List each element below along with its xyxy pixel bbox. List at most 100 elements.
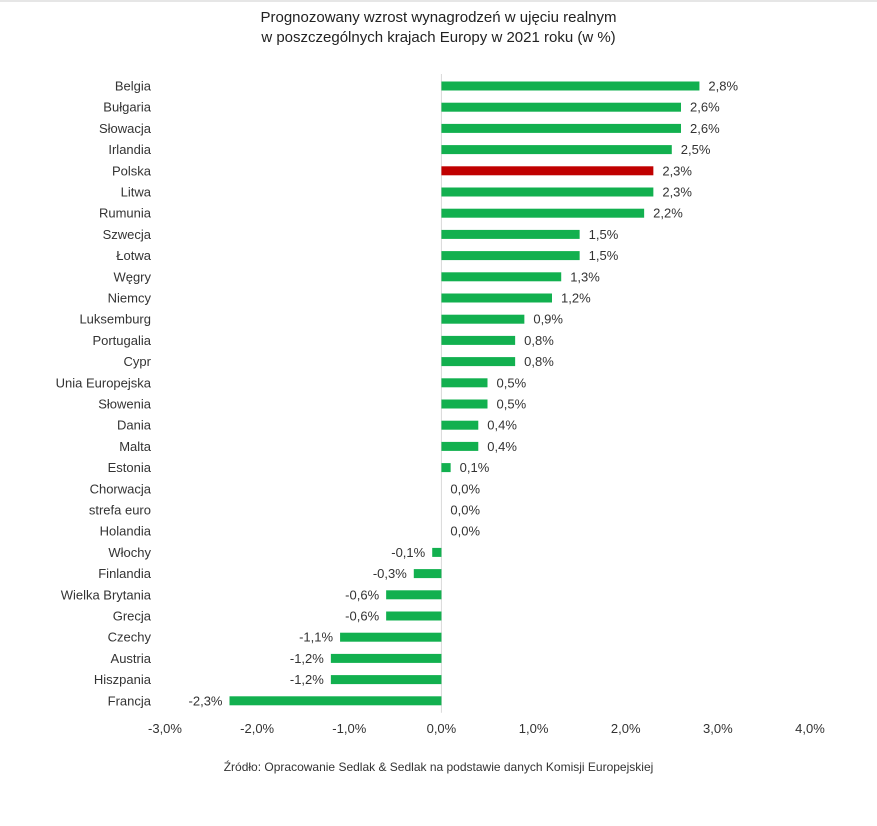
data-label: 1,5% [589,227,619,242]
bar [441,166,654,176]
category-label: Polska [112,163,152,178]
category-label: Słowenia [98,397,152,412]
data-label: 2,8% [708,79,738,94]
bar [441,208,645,218]
x-tick-label: 4,0% [795,721,825,736]
bar [432,547,442,557]
x-tick-label: 2,0% [611,721,641,736]
data-label: 0,0% [450,481,480,496]
category-label: Czechy [108,630,152,645]
data-label: 1,5% [589,248,619,263]
category-label: Niemcy [108,291,152,306]
bar [441,145,672,155]
data-label: -1,1% [299,630,333,645]
data-label: 1,2% [561,291,591,306]
data-label: -1,2% [290,651,324,666]
data-label: 1,3% [570,269,600,284]
bar [441,378,488,388]
category-label: Chorwacja [90,481,152,496]
bar [441,314,525,324]
category-label: Grecja [113,609,152,624]
source-note: Źródło: Opracowanie Sedlak & Sedlak na p… [223,760,654,774]
category-label: Łotwa [116,248,151,263]
bar [441,420,479,430]
x-tick-label: -3,0% [148,721,182,736]
data-label: -0,1% [391,545,425,560]
x-tick-label: -1,0% [332,721,366,736]
category-label: Finlandia [98,566,152,581]
category-label: Austria [111,651,152,666]
bar [441,229,580,239]
category-label: Hiszpania [94,672,152,687]
data-label: 0,9% [533,312,563,327]
data-label: 2,3% [662,185,692,200]
category-label: Estonia [108,460,152,475]
data-label: 0,4% [487,418,517,433]
x-tick-label: 3,0% [703,721,733,736]
data-label: 2,3% [662,163,692,178]
bar [413,569,442,579]
bar [441,293,552,303]
bar [330,675,442,685]
data-label: -0,6% [345,609,379,624]
category-label: Francja [108,693,152,708]
bar [441,123,681,133]
x-tick-label: 1,0% [519,721,549,736]
data-label: -1,2% [290,672,324,687]
category-label: Rumunia [99,206,152,221]
bar [386,590,442,600]
bar [441,251,580,261]
bar [441,357,516,367]
labels-layer: Belgia 2,8% Bułgaria 2,6% Słowacja 2,6% Irland… [56,79,739,709]
chart-title: Prognozowany wzrost wynagrodzeń w ujęciu… [0,8,877,48]
data-label: 0,5% [497,397,527,412]
category-label: Malta [119,439,152,454]
category-label: strefa euro [89,503,151,518]
data-label: 0,8% [524,354,554,369]
data-label: -0,6% [345,587,379,602]
bar [441,463,451,473]
bar [441,102,681,112]
category-label: Litwa [121,185,152,200]
bars-layer [229,81,700,706]
category-label: Holandia [100,524,152,539]
bar [340,632,442,642]
bar [386,611,442,621]
chart-title-line-2: w poszczególnych krajach Europy w 2021 r… [261,29,616,46]
data-label: 2,6% [690,121,720,136]
category-label: Unia Europejska [56,375,152,390]
category-label: Irlandia [108,142,151,157]
data-label: 2,6% [690,100,720,115]
category-label: Bułgaria [103,100,151,115]
category-label: Włochy [108,545,151,560]
bar [441,399,488,409]
data-label: -2,3% [189,693,223,708]
data-label: 0,0% [450,503,480,518]
category-label: Węgry [113,269,151,284]
category-label: Portugalia [92,333,151,348]
bar [441,335,516,345]
top-divider [0,0,877,2]
data-label: 0,8% [524,333,554,348]
x-tick-label: 0,0% [427,721,457,736]
category-label: Dania [117,418,152,433]
axis-layer: -3,0% -2,0% -1,0% 0,0% 1,0% 2,0% 3,0% 4,0% [148,74,825,736]
bar [441,187,654,197]
data-label: 2,2% [653,206,683,221]
x-tick-label: -2,0% [240,721,274,736]
bar [330,653,442,663]
category-label: Belgia [115,79,152,94]
category-label: Luksemburg [79,312,151,327]
bar [441,272,562,282]
category-label: Szwecja [103,227,152,242]
bar-chart: -3,0% -2,0% -1,0% 0,0% 1,0% 2,0% 3,0% 4,0% Belg… [56,74,825,736]
data-label: 2,5% [681,142,711,157]
chart-title-line-1: Prognozowany wzrost wynagrodzeń w ujęciu… [260,9,617,26]
data-label: 0,5% [497,375,527,390]
data-label: 0,0% [450,524,480,539]
bar [441,441,479,451]
data-label: 0,4% [487,439,517,454]
category-label: Słowacja [99,121,152,136]
data-label: 0,1% [460,460,490,475]
bar [229,696,442,706]
